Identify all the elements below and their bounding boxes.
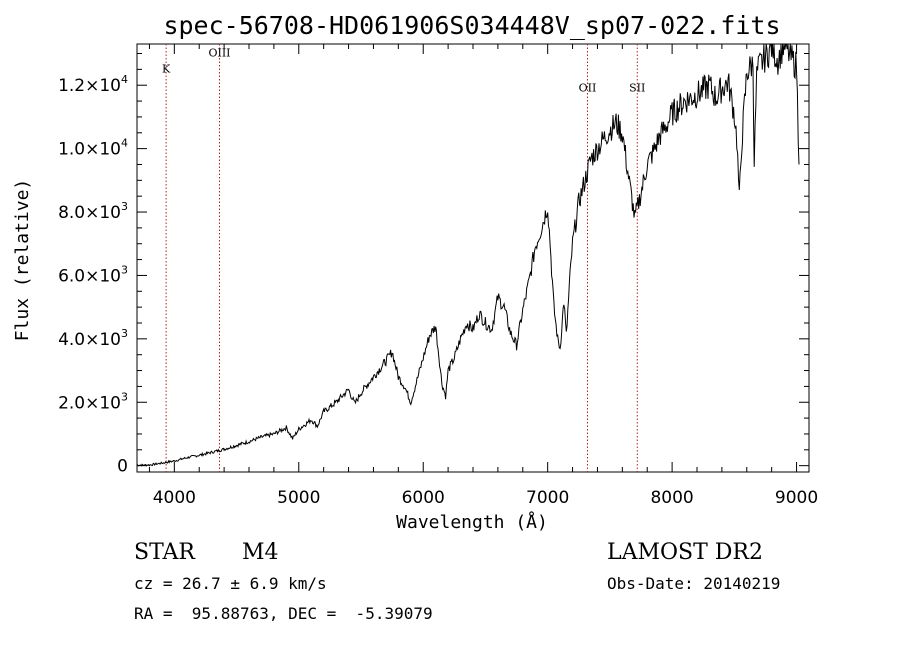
y-tick-label-3: 6.0×103 <box>58 263 128 286</box>
y-tick-label-5: 1.0×104 <box>58 137 128 160</box>
y-tick-label-2: 4.0×103 <box>58 327 128 350</box>
y-axis-label: Flux (relative) <box>12 179 33 342</box>
spectral-line-label-0: K <box>162 63 171 76</box>
x-axis-ticks: 4000 5000 6000 7000 8000 9000 <box>148 44 818 508</box>
spectral-line-label-3: SII <box>629 82 645 95</box>
flux-series <box>136 43 800 467</box>
x-tick-label-1: 5000 <box>277 488 320 508</box>
x-tick-label-0: 4000 <box>153 488 196 508</box>
x-tick-label-4: 8000 <box>650 488 693 508</box>
redshift-text: cz = 26.7 ± 6.9 km/s <box>134 574 327 593</box>
y-tick-label-6: 1.2×104 <box>58 73 128 96</box>
chart-title: spec-56708-HD061906S034448V_sp07-022.fit… <box>163 11 780 40</box>
survey-name: LAMOST DR2 <box>607 540 763 565</box>
obs-date-text: Obs-Date: 20140219 <box>607 574 780 593</box>
object-type: STAR <box>134 540 196 565</box>
x-axis-label: Wavelength (Å) <box>396 511 548 533</box>
object-subclass: M4 <box>242 540 279 565</box>
y-tick-label-0: 0 <box>117 457 128 477</box>
x-tick-label-3: 7000 <box>526 488 569 508</box>
y-tick-label-4: 8.0×103 <box>58 200 128 223</box>
y-tick-label-1: 2.0×103 <box>58 390 128 413</box>
spectral-line-label-1: OIII <box>208 47 230 60</box>
spectral-line-markers: K OIII OII SII <box>162 44 645 472</box>
coordinates-text: RA = 95.88763, DEC = -5.39079 <box>134 604 433 623</box>
plot-frame <box>136 43 810 473</box>
y-axis-ticks: 0 2.0×103 4.0×103 6.0×103 8.0×103 1.0×104 1.2×… <box>58 53 809 477</box>
spectral-line-label-2: OII <box>579 82 597 95</box>
x-tick-label-2: 6000 <box>402 488 445 508</box>
x-tick-label-5: 9000 <box>775 488 818 508</box>
flux-series-line-0 <box>136 43 800 467</box>
